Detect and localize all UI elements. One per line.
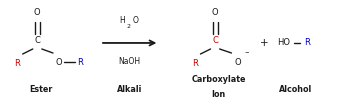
Text: HO: HO [278,38,290,47]
Text: NaOH: NaOH [119,57,141,66]
Text: R: R [304,38,310,47]
Text: R: R [14,59,20,68]
Text: C: C [34,36,40,45]
Text: −: − [245,49,249,54]
Text: Alcohol: Alcohol [279,85,312,94]
Text: O: O [133,16,139,25]
Text: O: O [56,58,62,67]
Text: R: R [78,58,83,67]
Text: 2: 2 [127,24,131,29]
Text: O: O [34,8,41,17]
Text: +: + [260,38,268,48]
Text: R: R [192,59,198,68]
Text: O: O [234,58,241,67]
Text: Ion: Ion [211,90,226,99]
Text: Alkali: Alkali [117,85,142,94]
Text: Carboxylate: Carboxylate [191,75,246,84]
Text: Ester: Ester [29,85,52,94]
Text: O: O [212,8,218,17]
Text: C: C [212,36,218,45]
Text: H: H [119,16,125,25]
